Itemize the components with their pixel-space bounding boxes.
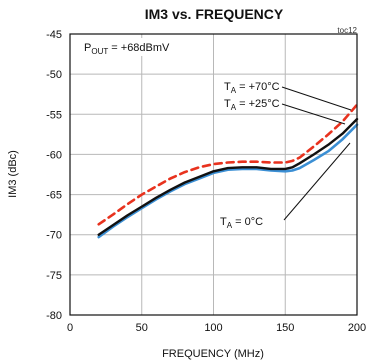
series-line-t25 <box>97 117 359 236</box>
annotation-pout: POUT = +68dBmV <box>84 42 170 56</box>
x-tick-label: 100 <box>204 322 222 334</box>
annotation-knockout-t0 <box>217 212 285 230</box>
series-line-t70 <box>97 103 359 226</box>
x-axis-label: FREQUENCY (MHz) <box>162 348 264 360</box>
y-tick-label: -75 <box>46 270 62 282</box>
t0-symbol: T <box>220 216 227 228</box>
pout-value: = +68dBmV <box>108 42 170 54</box>
tick-labels: 0 50 100 150 200 -45 -50 -55 -60 -65 -70 -75 -80 <box>46 29 366 334</box>
svg-text:POUT = +68dBmV: POUT = +68dBmV <box>84 42 170 56</box>
t0-leader-line <box>283 142 351 221</box>
svg-text:TA = +70°C: TA = +70°C <box>224 81 280 95</box>
svg-text:TA = 0°C: TA = 0°C <box>220 216 263 230</box>
t70-symbol: T <box>224 81 231 93</box>
x-tick-label: 0 <box>67 322 73 334</box>
series-group <box>97 103 359 239</box>
x-tick-label: 50 <box>136 322 148 334</box>
y-tick-label: -50 <box>46 69 62 81</box>
annotation-t70: TA = +70°C <box>224 81 280 95</box>
pout-subscript: OUT <box>91 47 108 56</box>
y-tick-label: -80 <box>46 310 62 322</box>
annotation-t25: TA = +25°C <box>224 98 280 112</box>
y-tick-label: -55 <box>46 109 62 121</box>
figure-id: toc12 <box>337 26 357 35</box>
grid <box>69 33 358 316</box>
y-tick-label: -60 <box>46 149 62 161</box>
svg-text:TA = +25°C: TA = +25°C <box>224 98 280 112</box>
t25-value: = +25°C <box>236 98 280 110</box>
series-line-t0 <box>97 123 359 239</box>
chart-title: IM3 vs. FREQUENCY <box>145 6 284 22</box>
t70-subscript: A <box>231 86 237 95</box>
plot-frame <box>69 33 358 316</box>
t25-symbol: T <box>224 98 231 110</box>
x-tick-label: 200 <box>348 322 366 334</box>
t0-value: = 0°C <box>232 216 263 228</box>
y-tick-label: -70 <box>46 230 62 242</box>
annotation-knockout-pout <box>82 38 210 56</box>
t70-leader-line <box>281 86 352 111</box>
y-axis-label: IM3 (dBc) <box>7 150 19 198</box>
pout-symbol: P <box>84 42 91 54</box>
t25-leader-line <box>281 103 346 125</box>
t0-subscript: A <box>227 221 233 230</box>
y-tick-label: -65 <box>46 190 62 202</box>
y-tick-label: -45 <box>46 29 62 41</box>
x-tick-label: 150 <box>276 322 294 334</box>
annotation-t0: TA = 0°C <box>220 216 263 230</box>
t25-subscript: A <box>231 103 237 112</box>
t70-value: = +70°C <box>236 81 280 93</box>
